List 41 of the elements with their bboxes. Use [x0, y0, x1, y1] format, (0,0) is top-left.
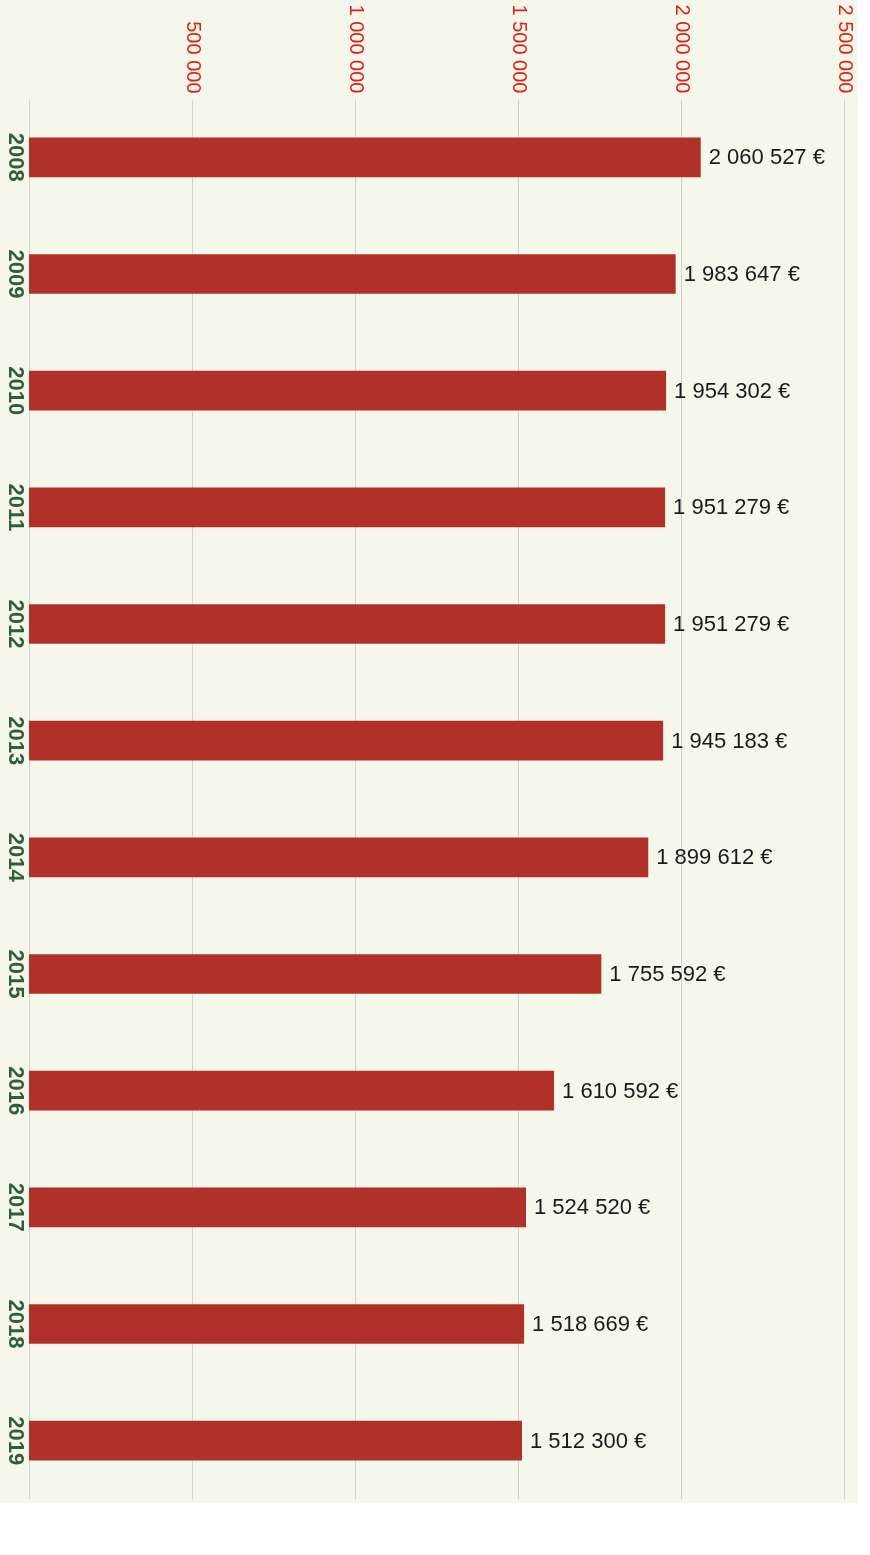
y-tick-label: 2019: [3, 1416, 29, 1466]
y-tick-label: 2012: [3, 599, 29, 649]
y-tick-label: 2008: [3, 132, 29, 182]
x-tick-label: 2 500 000: [834, 4, 857, 94]
y-tick-label: 2009: [3, 249, 29, 299]
bar: [29, 837, 649, 878]
x-tick-label: 500 000: [182, 21, 205, 94]
bar: [29, 1304, 525, 1344]
data-label: 1 954 302 €: [674, 377, 791, 403]
bar: [29, 1070, 555, 1111]
data-label: 1 524 520 €: [533, 1194, 651, 1220]
data-label: 1 945 183 €: [671, 727, 788, 753]
data-label: 1 983 647 €: [683, 261, 800, 286]
y-tick-label: 2013: [3, 716, 29, 766]
bar: [29, 487, 666, 528]
data-label: 1 518 669 €: [532, 1311, 649, 1336]
bar: [29, 370, 667, 411]
y-tick-label: 2014: [3, 832, 29, 883]
x-tick-label: 1 000 000: [345, 4, 368, 94]
data-label: 2 060 527 €: [708, 144, 825, 170]
bar: [29, 1420, 523, 1461]
bar: [29, 137, 701, 178]
data-label: 1 512 300 €: [530, 1427, 647, 1453]
y-tick-label: 2016: [3, 1066, 29, 1116]
bar: [29, 254, 676, 294]
y-tick-label: 2011: [3, 483, 29, 532]
x-tick-label: 2 000 000: [671, 4, 694, 94]
data-label: 1 899 612 €: [656, 844, 773, 870]
data-label: 1 951 279 €: [673, 611, 790, 636]
y-tick-label: 2017: [3, 1182, 29, 1232]
bar: [29, 604, 666, 644]
data-label: 1 610 592 €: [562, 1077, 679, 1103]
data-label: 1 755 592 €: [609, 961, 726, 986]
bar: [29, 1187, 526, 1228]
bar: [29, 720, 664, 761]
y-tick-label: 2018: [3, 1299, 29, 1349]
x-tick-label: 1 500 000: [508, 4, 531, 94]
y-tick-label: 2015: [3, 949, 29, 999]
y-tick-label: 2010: [3, 366, 29, 416]
data-label: 1 951 279 €: [673, 494, 790, 520]
bar: [29, 954, 602, 994]
